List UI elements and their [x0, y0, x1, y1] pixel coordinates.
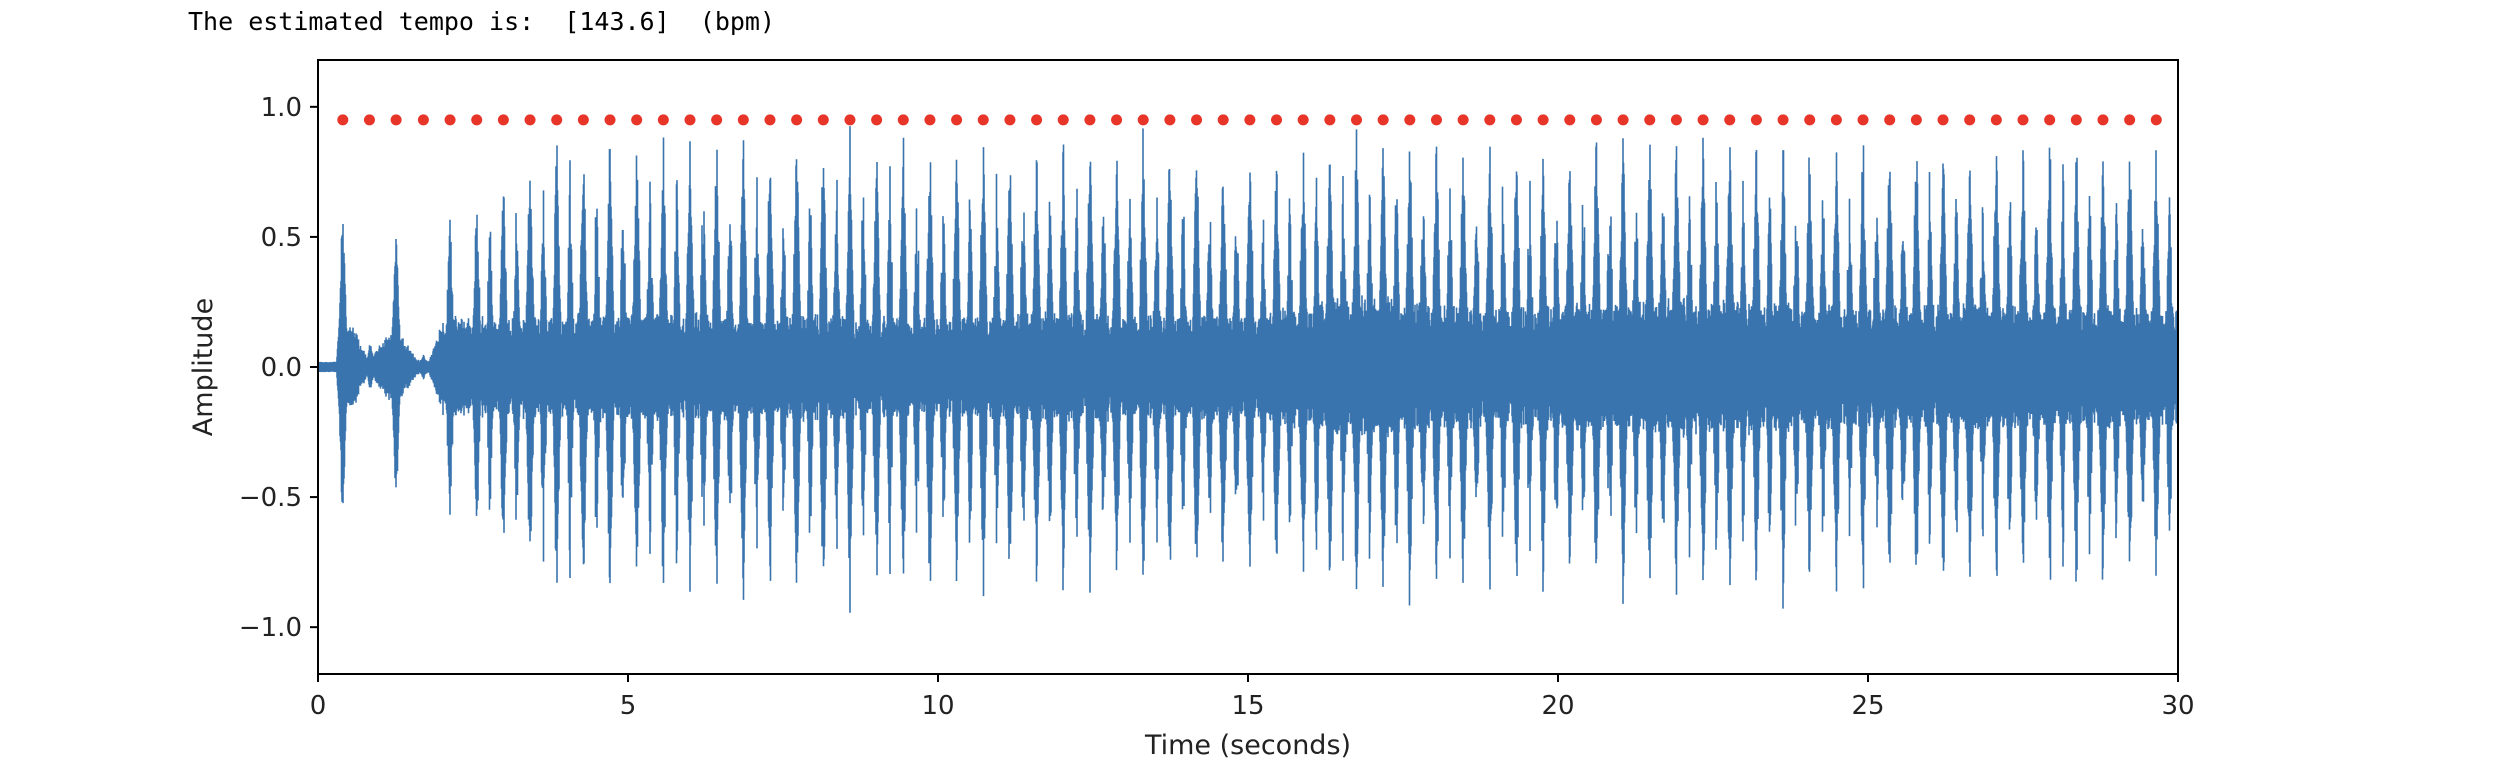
beat-marker: [1990, 114, 2002, 126]
beat-marker: [363, 114, 375, 126]
beat-marker: [1137, 114, 1149, 126]
beat-marker: [497, 114, 509, 126]
y-tick-label: −1.0: [239, 613, 302, 643]
beat-marker: [1910, 114, 1922, 126]
beat-marker: [1031, 114, 1043, 126]
beat-marker: [2124, 114, 2136, 126]
x-tick-label: 30: [2161, 691, 2194, 721]
beat-marker: [2150, 114, 2162, 126]
beat-marker: [1057, 114, 1069, 126]
beat-marker: [417, 114, 429, 126]
beat-marker: [1857, 114, 1869, 126]
beat-marker: [390, 114, 402, 126]
beat-marker: [1964, 114, 1976, 126]
beat-marker: [631, 114, 643, 126]
console-output: The estimated tempo is: [143.6] (bpm): [188, 6, 775, 38]
x-tick-label: 15: [1231, 691, 1264, 721]
beat-marker: [444, 114, 456, 126]
beat-marker: [551, 114, 563, 126]
beat-marker: [1804, 114, 1816, 126]
beat-marker: [1457, 114, 1469, 126]
beat-marker: [657, 114, 669, 126]
beat-marker: [1564, 114, 1576, 126]
waveform-line: [317, 126, 2179, 613]
beat-marker: [1510, 114, 1522, 126]
beat-marker: [1644, 114, 1656, 126]
tempo-prefix: The estimated tempo is:: [188, 7, 565, 36]
beat-marker: [1484, 114, 1496, 126]
beat-marker: [1670, 114, 1682, 126]
x-axis-label: Time (seconds): [1144, 730, 1351, 761]
beat-marker: [1244, 114, 1256, 126]
beat-marker: [1217, 114, 1229, 126]
y-axis-label: Amplitude: [188, 298, 219, 436]
beat-marker: [1884, 114, 1896, 126]
beat-marker: [1297, 114, 1309, 126]
beat-marker: [1750, 114, 1762, 126]
y-axis-ticks: −1.0 −0.5 0.0 0.5 1.0: [239, 93, 318, 643]
beat-marker: [764, 114, 776, 126]
beat-marker: [791, 114, 803, 126]
beat-marker: [1537, 114, 1549, 126]
beat-marker: [2097, 114, 2109, 126]
x-tick-label: 25: [1851, 691, 1884, 721]
tempo-unit: (bpm): [699, 7, 776, 36]
beat-marker: [1084, 114, 1096, 126]
beat-marker: [1430, 114, 1442, 126]
beat-markers: [337, 114, 2162, 126]
beat-marker: [924, 114, 936, 126]
beat-marker: [711, 114, 723, 126]
x-tick-label: 5: [620, 691, 637, 721]
beat-marker: [1777, 114, 1789, 126]
beat-marker: [1697, 114, 1709, 126]
beat-marker: [977, 114, 989, 126]
beat-marker: [2044, 114, 2056, 126]
beat-marker: [604, 114, 616, 126]
beat-marker: [1004, 114, 1016, 126]
y-tick-label: 1.0: [261, 93, 302, 123]
x-tick-label: 0: [310, 691, 327, 721]
beat-marker: [1724, 114, 1736, 126]
beat-marker: [844, 114, 856, 126]
beat-marker: [817, 114, 829, 126]
beat-marker: [2017, 114, 2029, 126]
x-tick-label: 20: [1541, 691, 1574, 721]
beat-marker: [577, 114, 589, 126]
beat-marker: [1351, 114, 1362, 126]
beat-marker: [684, 114, 696, 126]
beat-marker: [951, 114, 963, 126]
beat-marker: [1830, 114, 1842, 126]
beat-marker: [1271, 114, 1283, 126]
beat-marker: [897, 114, 909, 126]
beat-marker: [1937, 114, 1949, 126]
y-tick-label: 0.0: [261, 353, 302, 383]
x-axis-ticks: 0 5 10 15 20 25 30: [310, 674, 2195, 721]
beat-marker: [471, 114, 483, 126]
tempo-value: [143.6]: [564, 7, 670, 36]
beat-marker: [524, 114, 536, 126]
waveform-series: [317, 126, 2179, 613]
y-tick-label: 0.5: [261, 223, 302, 253]
beat-marker: [2070, 114, 2082, 126]
beat-marker: [1324, 114, 1336, 126]
x-tick-label: 10: [921, 691, 954, 721]
beat-marker: [871, 114, 883, 126]
y-tick-label: −0.5: [239, 483, 302, 513]
beat-marker: [737, 114, 749, 126]
beat-marker: [1617, 114, 1629, 126]
beat-marker: [1164, 114, 1176, 126]
beat-marker: [1191, 114, 1203, 126]
beat-marker: [337, 114, 349, 126]
beat-marker: [1111, 114, 1123, 126]
beat-marker: [1590, 114, 1602, 126]
beat-marker: [1404, 114, 1416, 126]
beat-marker: [1377, 114, 1389, 126]
